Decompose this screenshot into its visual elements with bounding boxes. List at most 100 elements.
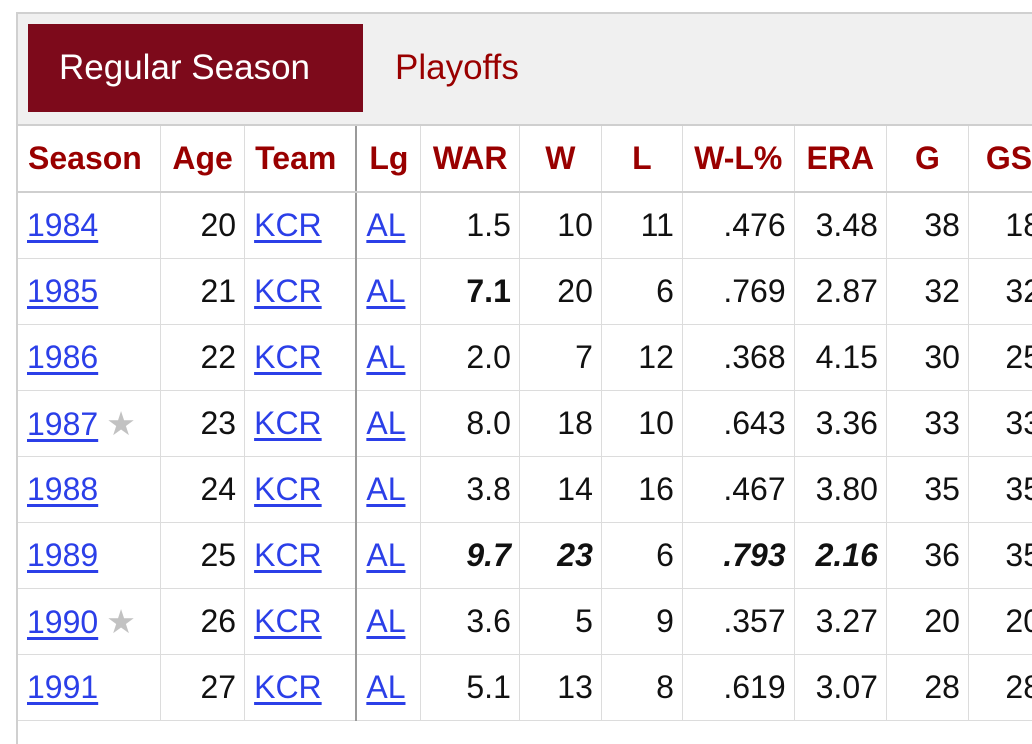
era-cell: 2.16 xyxy=(794,522,887,589)
col-header-era[interactable]: ERA xyxy=(794,126,887,193)
table-body: 1984 20 KCR AL 1.5 10 11 .476 3.48 38 18 1985 21 KCR A… xyxy=(18,192,1032,721)
team-cell: KCR xyxy=(244,258,358,325)
team-cell: KCR xyxy=(244,192,358,259)
lg-link[interactable]: AL xyxy=(366,602,406,639)
col-header-team[interactable]: Team xyxy=(244,126,358,193)
war-cell: 3.6 xyxy=(420,588,520,655)
g-value: 38 xyxy=(924,206,960,243)
era-value: 3.27 xyxy=(815,602,878,639)
w-cell: 10 xyxy=(519,192,602,259)
war-value: 3.8 xyxy=(466,470,511,507)
age-value: 23 xyxy=(200,404,237,441)
lg-link[interactable]: AL xyxy=(366,536,406,573)
age-cell: 23 xyxy=(160,390,246,457)
col-header-lg[interactable]: Lg xyxy=(356,126,422,193)
w-cell: 7 xyxy=(519,324,602,391)
team-link[interactable]: KCR xyxy=(254,536,322,573)
team-link[interactable]: KCR xyxy=(254,404,322,441)
lg-link[interactable]: AL xyxy=(366,272,406,309)
age-value: 26 xyxy=(200,602,237,639)
era-value: 3.80 xyxy=(815,470,878,507)
team-link[interactable]: KCR xyxy=(254,206,322,243)
table-row: 1989 25 KCR AL 9.7 23 6 .793 2.16 36 35 xyxy=(18,522,1032,589)
gs-cell: 33 xyxy=(968,390,1032,457)
era-value: 3.07 xyxy=(815,668,878,705)
season-link[interactable]: 1985 xyxy=(27,272,99,309)
lg-cell: AL xyxy=(356,456,422,523)
col-header-w[interactable]: W xyxy=(519,126,602,193)
wlpct-cell: .643 xyxy=(682,390,795,457)
col-header-season[interactable]: Season xyxy=(18,126,162,193)
g-cell: 33 xyxy=(886,390,969,457)
gs-cell: 35 xyxy=(968,456,1032,523)
g-cell: 28 xyxy=(886,654,969,721)
gs-cell: 20 xyxy=(968,588,1032,655)
lg-cell: AL xyxy=(356,390,422,457)
lg-cell: AL xyxy=(356,588,422,655)
season-cell: 1984 xyxy=(18,192,162,259)
war-cell: 5.1 xyxy=(420,654,520,721)
table-row: 1985 21 KCR AL 7.1 20 6 .769 2.87 32 32 xyxy=(18,258,1032,325)
season-link[interactable]: 1990 xyxy=(27,603,99,640)
l-value: 11 xyxy=(640,206,674,243)
war-value: 8.0 xyxy=(466,404,511,441)
season-cell: 1987 ★ xyxy=(18,390,162,457)
lg-link[interactable]: AL xyxy=(366,206,406,243)
tab-regular-season[interactable]: Regular Season xyxy=(28,24,363,112)
war-cell: 7.1 xyxy=(420,258,520,325)
team-cell: KCR xyxy=(244,324,358,391)
gs-cell: 28 xyxy=(968,654,1032,721)
lg-link[interactable]: AL xyxy=(366,338,406,375)
team-link[interactable]: KCR xyxy=(254,272,322,309)
w-value: 13 xyxy=(557,668,593,705)
w-cell: 18 xyxy=(519,390,602,457)
gs-cell: 32 xyxy=(968,258,1032,325)
lg-link[interactable]: AL xyxy=(366,404,406,441)
team-link[interactable]: KCR xyxy=(254,470,322,507)
l-cell: 10 xyxy=(601,390,683,457)
age-value: 27 xyxy=(200,668,237,705)
col-header-war[interactable]: WAR xyxy=(420,126,520,193)
age-cell: 21 xyxy=(160,258,246,325)
l-cell: 6 xyxy=(601,258,683,325)
team-cell: KCR xyxy=(244,588,358,655)
war-value: 7.1 xyxy=(466,272,511,309)
team-link[interactable]: KCR xyxy=(254,602,322,639)
era-cell: 3.27 xyxy=(794,588,887,655)
tab-playoffs[interactable]: Playoffs xyxy=(395,48,519,87)
table-row: 1987★ 23 KCR AL 8.0 18 10 .643 3.36 33 33 xyxy=(18,390,1032,457)
lg-link[interactable]: AL xyxy=(366,470,406,507)
team-link[interactable]: KCR xyxy=(254,338,322,375)
gs-value: 35 xyxy=(1005,536,1032,573)
wlpct-cell: .793 xyxy=(682,522,795,589)
pitching-stats-table: Season Age Team Lg WAR W L W-L% ERA G GS… xyxy=(18,126,1032,721)
gs-cell: 35 xyxy=(968,522,1032,589)
season-link[interactable]: 1986 xyxy=(27,338,99,375)
season-link[interactable]: 1987 xyxy=(27,405,99,442)
war-cell: 1.5 xyxy=(420,192,520,259)
col-header-wl-pct[interactable]: W-L% xyxy=(682,126,795,193)
g-value: 32 xyxy=(924,272,960,309)
col-header-age[interactable]: Age xyxy=(160,126,246,193)
season-link[interactable]: 1989 xyxy=(27,536,99,573)
season-link[interactable]: 1984 xyxy=(27,206,99,243)
wlpct-value: .793 xyxy=(723,536,786,573)
age-cell: 26 xyxy=(160,588,246,655)
table-row: 1984 20 KCR AL 1.5 10 11 .476 3.48 38 18 xyxy=(18,192,1032,259)
team-link[interactable]: KCR xyxy=(254,668,322,705)
season-link[interactable]: 1991 xyxy=(27,668,99,705)
table-row: 1988 24 KCR AL 3.8 14 16 .467 3.80 35 35 xyxy=(18,456,1032,523)
age-value: 24 xyxy=(200,470,237,507)
lg-link[interactable]: AL xyxy=(366,668,406,705)
era-cell: 3.07 xyxy=(794,654,887,721)
col-header-l[interactable]: L xyxy=(601,126,683,193)
wlpct-value: .619 xyxy=(723,668,786,705)
lg-cell: AL xyxy=(356,522,422,589)
season-link[interactable]: 1988 xyxy=(27,470,99,507)
col-header-g[interactable]: G xyxy=(886,126,969,193)
g-value: 33 xyxy=(924,404,960,441)
l-value: 6 xyxy=(656,272,674,309)
wlpct-cell: .467 xyxy=(682,456,795,523)
col-header-gs[interactable]: GS xyxy=(968,126,1032,193)
table-row: 1990★ 26 KCR AL 3.6 5 9 .357 3.27 20 20 xyxy=(18,588,1032,655)
